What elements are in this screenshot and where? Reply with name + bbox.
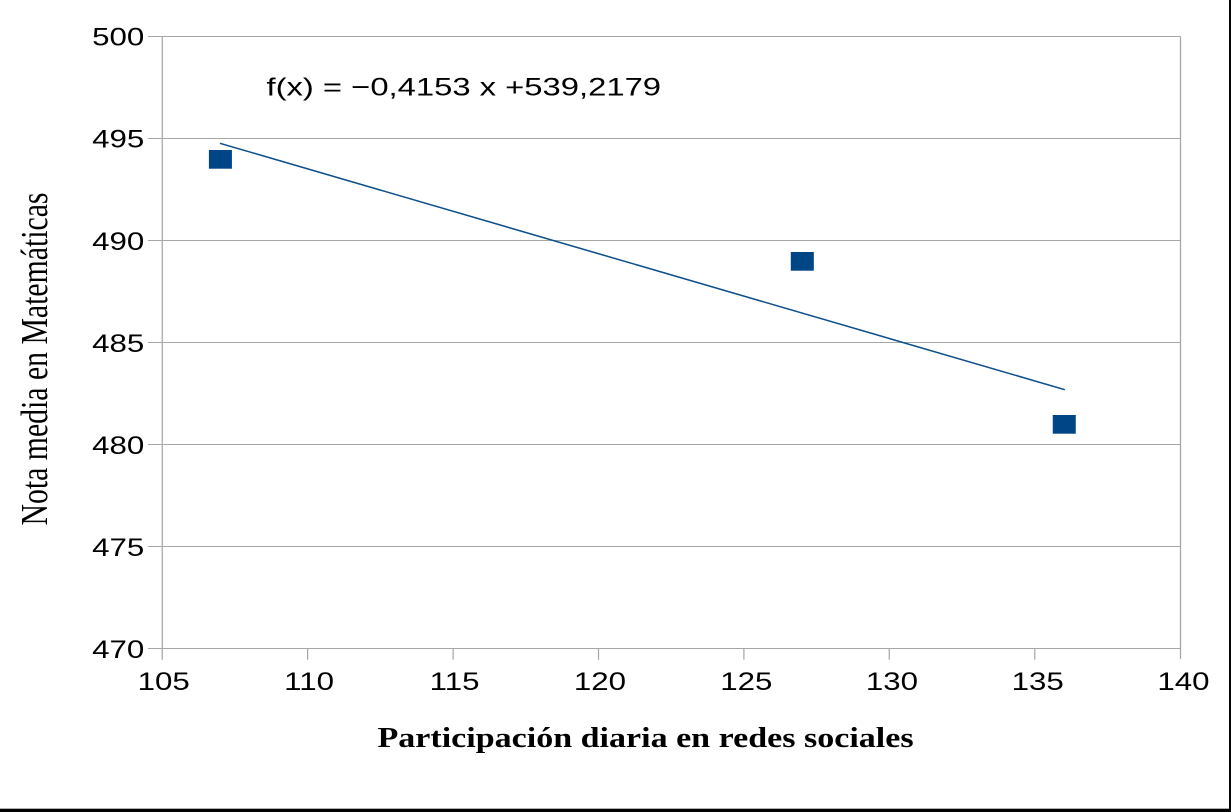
svg-text:480: 480 (92, 432, 144, 461)
svg-text:Nota media en Matemáticas: Nota media en Matemáticas (14, 193, 56, 526)
svg-text:110: 110 (284, 668, 334, 697)
svg-text:105: 105 (138, 668, 190, 697)
svg-text:115: 115 (430, 668, 480, 697)
svg-text:130: 130 (866, 668, 918, 697)
svg-text:475: 475 (92, 534, 144, 563)
svg-text:120: 120 (574, 668, 626, 697)
svg-text:470: 470 (92, 636, 144, 665)
svg-text:f(x) = −0,4153 x +539,2179: f(x) = −0,4153 x +539,2179 (267, 73, 662, 102)
svg-text:495: 495 (92, 125, 144, 154)
svg-text:140: 140 (1157, 668, 1209, 697)
svg-text:490: 490 (92, 228, 144, 257)
svg-text:500: 500 (92, 23, 144, 52)
svg-text:125: 125 (720, 668, 772, 697)
svg-text:Participación diaria en redes: Participación diaria en redes sociales (377, 722, 913, 754)
svg-text:135: 135 (1012, 668, 1064, 697)
svg-text:485: 485 (92, 330, 144, 359)
